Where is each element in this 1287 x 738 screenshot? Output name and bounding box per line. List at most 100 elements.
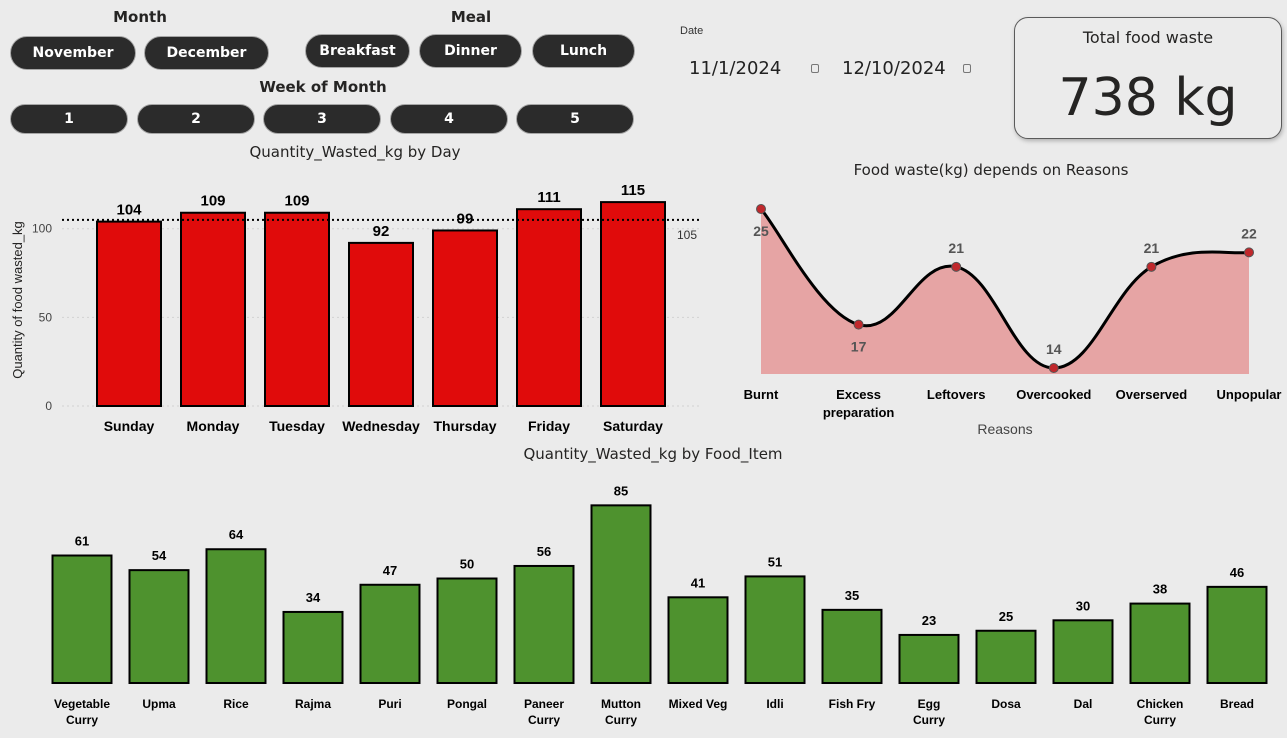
reasons-chart-title: Food waste(kg) depends on Reasons: [853, 161, 1129, 179]
calendar-icon[interactable]: [963, 64, 971, 73]
data-label: 115: [621, 182, 645, 199]
data-label: 46: [1230, 565, 1244, 580]
bar: [1206, 585, 1268, 684]
x-tick-label: Overcooked: [1016, 387, 1091, 402]
bar: [205, 548, 267, 684]
bar: [744, 575, 806, 684]
x-tick-label: Paneer: [524, 697, 564, 711]
y-tick-label: 50: [39, 310, 53, 324]
meal-option-breakfast[interactable]: Breakfast: [305, 34, 410, 68]
meal-option-lunch[interactable]: Lunch: [532, 34, 635, 68]
data-label: 85: [614, 483, 628, 498]
data-point: [1244, 247, 1254, 258]
y-tick-label: 100: [32, 222, 52, 236]
data-point: [756, 204, 766, 214]
data-label: 21: [948, 240, 964, 256]
x-tick-label: Fish Fry: [829, 697, 876, 711]
data-label: 21: [1144, 240, 1160, 256]
bar: [1052, 619, 1114, 684]
data-label: 22: [1241, 225, 1257, 241]
bar: [667, 596, 729, 684]
month-option-november[interactable]: November: [10, 36, 136, 70]
x-axis-label: Reasons: [977, 421, 1032, 437]
week-option-2[interactable]: 2: [137, 104, 255, 134]
calendar-icon[interactable]: [811, 64, 819, 73]
data-label: 50: [460, 557, 474, 572]
x-tick-label: Friday: [528, 418, 570, 434]
week-option-1[interactable]: 1: [10, 104, 128, 134]
x-tick-label: Idli: [766, 697, 783, 711]
bar: [96, 220, 162, 407]
x-tick-label: Leftovers: [927, 387, 986, 402]
bar: [264, 211, 330, 407]
y-axis-label: Quantity of food wasted_kg: [10, 221, 25, 379]
bar: [590, 504, 652, 684]
food-chart-title: Quantity_Wasted_kg by Food_Item: [523, 445, 783, 463]
bar: [898, 633, 960, 684]
x-tick-label: Upma: [142, 697, 176, 711]
x-tick-label: preparation: [823, 405, 895, 420]
total-waste-card: Total food waste 738 kg: [1014, 17, 1282, 139]
x-tick-label: Pongal: [447, 697, 487, 711]
week-option-3[interactable]: 3: [263, 104, 381, 134]
data-point: [853, 319, 864, 330]
x-tick-label: Rajma: [295, 697, 331, 711]
data-label: 92: [373, 223, 390, 240]
data-label: 56: [537, 544, 551, 559]
x-tick-label: Vegetable: [54, 697, 110, 711]
data-label: 99: [457, 210, 474, 227]
x-tick-label: Puri: [378, 697, 401, 711]
x-tick-label: Egg: [918, 697, 941, 711]
x-tick-label: Overserved: [1116, 387, 1188, 402]
bar: [436, 577, 498, 684]
bar: [348, 241, 414, 407]
data-label: 41: [691, 575, 705, 590]
date-slicer-label: Date: [680, 25, 704, 37]
x-tick-label: Wednesday: [342, 418, 420, 434]
bar: [600, 201, 666, 407]
x-tick-label: Excess: [836, 387, 881, 402]
x-tick-label: Monday: [187, 418, 240, 434]
data-point: [1048, 363, 1059, 373]
data-label: 30: [1076, 598, 1090, 613]
bar: [128, 569, 190, 685]
data-label: 23: [922, 613, 936, 628]
data-label: 38: [1153, 582, 1167, 597]
day-chart-title: Quantity_Wasted_kg by Day: [249, 143, 461, 161]
x-tick-label: Mutton: [601, 697, 641, 711]
data-label: 109: [200, 193, 225, 210]
date-start-value[interactable]: 11/1/2024: [689, 58, 782, 79]
week-option-4[interactable]: 4: [390, 104, 508, 134]
data-label: 17: [851, 339, 867, 355]
week-option-5[interactable]: 5: [516, 104, 634, 134]
x-tick-label: Chicken: [1137, 697, 1184, 711]
x-tick-label: Curry: [66, 713, 98, 727]
area-fill: [761, 209, 1249, 374]
bar: [432, 229, 498, 407]
x-tick-label: Dosa: [991, 697, 1021, 711]
data-label: 25: [753, 223, 769, 239]
bar: [359, 583, 421, 685]
date-end-value[interactable]: 12/10/2024: [842, 58, 946, 79]
data-label: 47: [383, 563, 397, 578]
bar: [513, 564, 575, 685]
data-label: 111: [537, 189, 560, 206]
data-label: 61: [75, 534, 89, 549]
month-option-december[interactable]: December: [144, 36, 269, 70]
x-tick-label: Mixed Veg: [669, 697, 728, 711]
data-label: 104: [116, 202, 142, 219]
bar: [821, 608, 883, 684]
data-label: 54: [152, 548, 167, 563]
x-tick-label: Burnt: [744, 387, 779, 402]
bar: [516, 208, 582, 407]
x-tick-label: Curry: [605, 713, 637, 727]
data-label: 35: [845, 588, 859, 603]
bar: [51, 554, 113, 685]
kpi-value: 738 kg: [1058, 68, 1238, 128]
data-point: [1146, 261, 1157, 272]
meal-option-dinner[interactable]: Dinner: [419, 34, 522, 68]
average-line-label: 105: [677, 228, 697, 242]
data-point: [951, 261, 962, 272]
x-tick-label: Tuesday: [269, 418, 325, 434]
x-tick-label: Thursday: [433, 418, 496, 434]
